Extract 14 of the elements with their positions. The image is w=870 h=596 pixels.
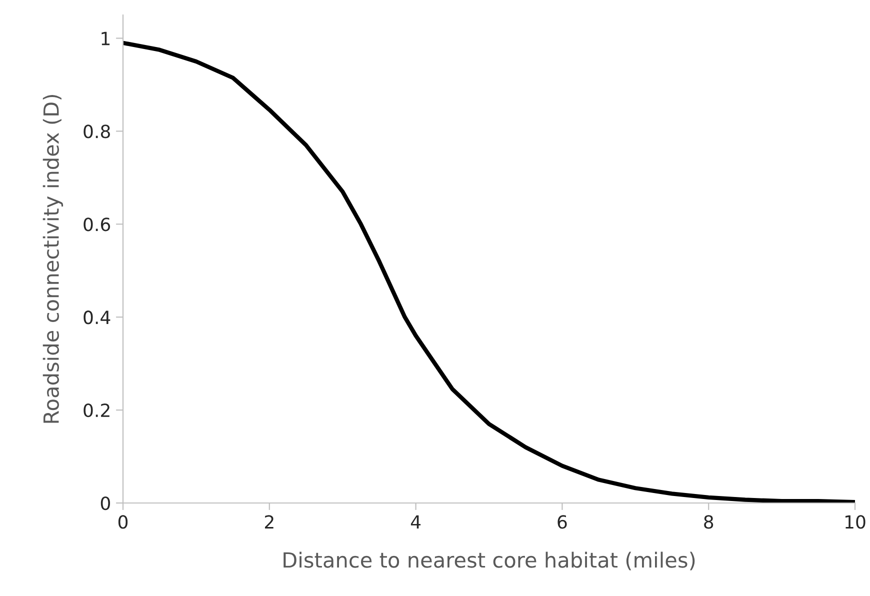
y-tick-label: 0.4 xyxy=(84,310,110,324)
y-tick-label: 0.8 xyxy=(84,124,110,138)
x-tick-label: 10 xyxy=(845,515,866,529)
x-tick-label: 4 xyxy=(410,515,421,529)
y-axis-title: Roadside connectivity index (D) xyxy=(42,95,64,423)
y-tick-label: 0 xyxy=(100,496,110,510)
x-tick-label: 8 xyxy=(704,515,714,529)
y-tick-label: 0.2 xyxy=(84,404,110,418)
y-tick-label: 0.6 xyxy=(84,218,110,232)
x-tick-label: 0 xyxy=(118,515,128,529)
x-axis-title: Distance to nearest core habitat (miles) xyxy=(284,552,695,570)
y-tick-label: 1 xyxy=(102,32,110,46)
x-tick-label: 2 xyxy=(264,515,274,529)
x-tick-label: 6 xyxy=(558,515,567,529)
